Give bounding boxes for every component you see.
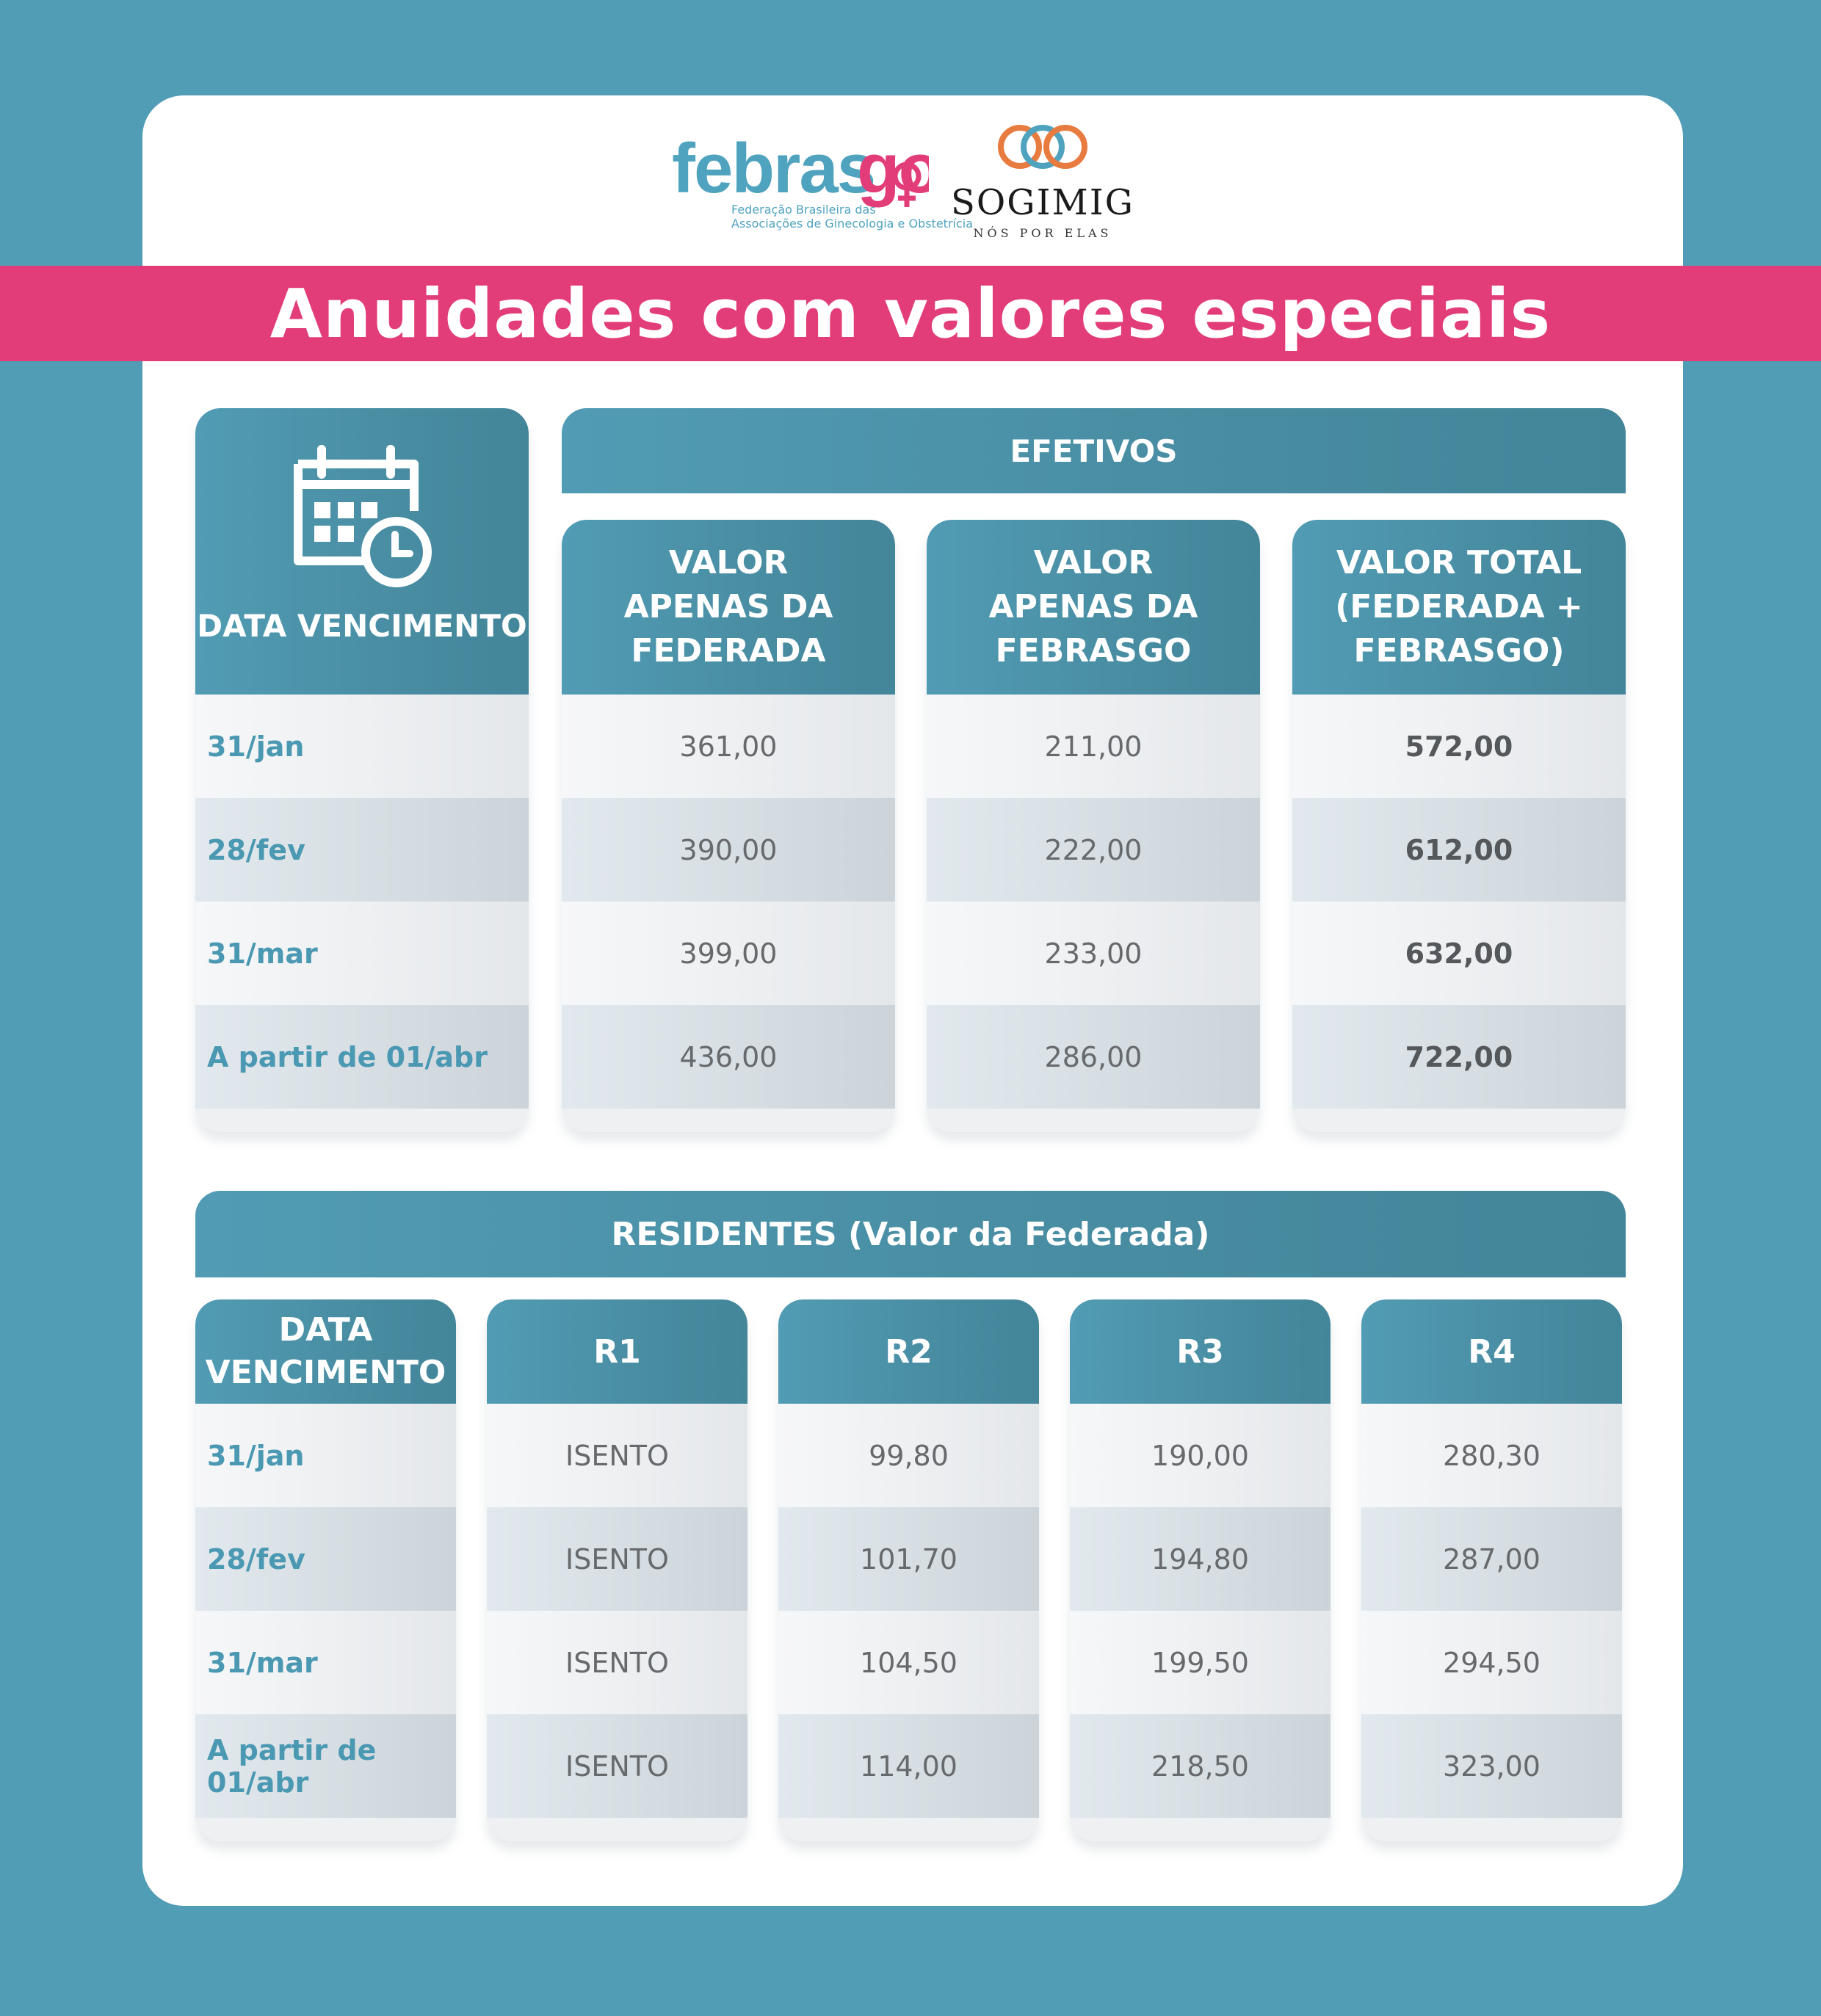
febrasgo-subtitle: Federação Brasileira das Associações de … (731, 203, 974, 231)
r1-value: ISENTO (487, 1714, 747, 1818)
r4-header: R4 (1361, 1299, 1622, 1404)
date-vencimento-label: DATA VENCIMENTO (197, 608, 527, 644)
residentes-date-cell: 31/jan (195, 1404, 456, 1507)
efetivos-federada-column: VALOR APENAS DA FEDERADA 361,00 390,00 3… (562, 520, 895, 1132)
r2-column: R2 99,80 101,70 104,50 114,00 (778, 1299, 1039, 1841)
r2-value: 101,70 (778, 1507, 1039, 1611)
febrasgo-value: 222,00 (927, 798, 1260, 902)
residentes-date-cell: 31/mar (195, 1611, 456, 1714)
residentes-date-column: DATA VENCIMENTO 31/jan 28/fev 31/mar A p… (195, 1299, 456, 1841)
r4-value: 280,30 (1361, 1404, 1622, 1507)
efetivos-date-cell: A partir de 01/abr (195, 1005, 529, 1109)
total-header: VALOR TOTAL (FEDERADA + FEBRASGO) (1292, 520, 1626, 695)
r4-value: 287,00 (1361, 1507, 1622, 1611)
febrasgo-logo: febras go (672, 129, 929, 208)
residentes-header: RESIDENTES (Valor da Federada) (195, 1191, 1626, 1277)
r2-value: 114,00 (778, 1714, 1039, 1818)
total-value: 612,00 (1292, 798, 1626, 902)
residentes-date-cell: 28/fev (195, 1507, 456, 1611)
total-value: 722,00 (1292, 1005, 1626, 1109)
r1-value: ISENTO (487, 1611, 747, 1714)
efetivos-date-column: DATA VENCIMENTO 31/jan 28/fev 31/mar A p… (195, 408, 529, 1132)
efetivos-date-header: DATA VENCIMENTO (195, 408, 529, 695)
r2-header: R2 (778, 1299, 1039, 1404)
efetivos-date-cell: 31/jan (195, 695, 529, 798)
efetivos-date-cell: 28/fev (195, 798, 529, 902)
r4-value: 323,00 (1361, 1714, 1622, 1818)
r1-column: R1 ISENTO ISENTO ISENTO ISENTO (487, 1299, 747, 1841)
sogimig-rings-icon (998, 125, 1087, 169)
r2-value: 99,80 (778, 1404, 1039, 1507)
sogimig-wordmark: SOGIMIG (951, 182, 1134, 223)
federada-header: VALOR APENAS DA FEDERADA (562, 520, 895, 695)
r1-value: ISENTO (487, 1507, 747, 1611)
r3-value: 190,00 (1070, 1404, 1331, 1507)
r3-value: 194,80 (1070, 1507, 1331, 1611)
sogimig-tagline: NÓS POR ELAS (973, 226, 1112, 240)
efetivos-total-column: VALOR TOTAL (FEDERADA + FEBRASGO) 572,00… (1292, 520, 1626, 1132)
federada-value: 436,00 (562, 1005, 895, 1109)
r3-value: 199,50 (1070, 1611, 1331, 1714)
r4-value: 294,50 (1361, 1611, 1622, 1714)
page-title: Anuidades com valores especiais (269, 274, 1552, 353)
r2-value: 104,50 (778, 1611, 1039, 1714)
febrasgo-value: 286,00 (927, 1005, 1260, 1109)
febrasgo-header: VALOR APENAS DA FEBRASGO (927, 520, 1260, 695)
r3-header: R3 (1070, 1299, 1331, 1404)
efetivos-date-cell: 31/mar (195, 902, 529, 1005)
r3-value: 218,50 (1070, 1714, 1331, 1818)
residentes-date-cell: A partir de 01/abr (195, 1714, 456, 1818)
federada-value: 361,00 (562, 695, 895, 798)
total-value: 572,00 (1292, 695, 1626, 798)
r1-value: ISENTO (487, 1404, 747, 1507)
federada-value: 390,00 (562, 798, 895, 902)
logo-area: febras go Federação Brasileira das Assoc… (0, 0, 1821, 264)
r4-column: R4 280,30 287,00 294,50 323,00 (1361, 1299, 1622, 1841)
efetivos-febrasgo-column: VALOR APENAS DA FEBRASGO 211,00 222,00 2… (927, 520, 1260, 1132)
total-value: 632,00 (1292, 902, 1626, 1005)
r1-header: R1 (487, 1299, 747, 1404)
r3-column: R3 190,00 194,80 199,50 218,50 (1070, 1299, 1331, 1841)
febrasgo-value: 233,00 (927, 902, 1260, 1005)
febrasgo-value: 211,00 (927, 695, 1260, 798)
calendar-clock-icon (294, 445, 432, 587)
title-banner: Anuidades com valores especiais (0, 266, 1821, 361)
efetivos-header: EFETIVOS (562, 408, 1626, 493)
federada-value: 399,00 (562, 902, 895, 1005)
residentes-date-header: DATA VENCIMENTO (195, 1299, 456, 1404)
febrasgo-wordmark: febras (672, 129, 875, 208)
